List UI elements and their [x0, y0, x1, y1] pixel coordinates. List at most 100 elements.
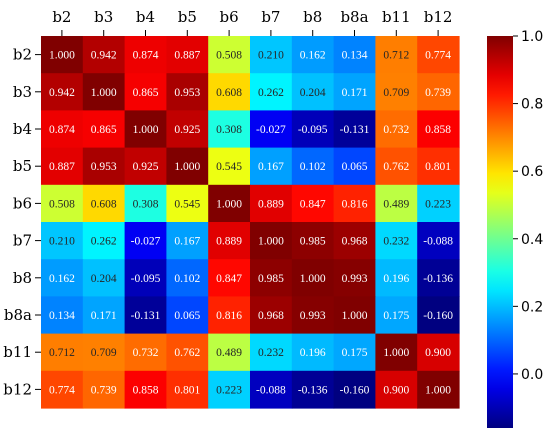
heatmap-cell — [208, 222, 251, 260]
heatmap-cell — [82, 184, 126, 223]
cell-value-label: 0.739 — [91, 384, 117, 396]
heatmap-cell — [208, 147, 251, 186]
heatmap-cell — [124, 370, 167, 409]
heatmap-cell — [82, 370, 126, 409]
heatmap-cell — [41, 110, 84, 149]
heatmap-cell — [250, 184, 293, 223]
heatmap-cell — [250, 36, 293, 74]
cell-value-label: -0.160 — [340, 384, 370, 396]
y-axis-ticks: b2 b3 b4 b5 b6 b7 b8 b8a b11 b12 — [3, 46, 41, 398]
cell-value-label: -0.027 — [256, 124, 286, 136]
cell-value-label: 0.162 — [300, 50, 326, 62]
x-tick-label: b6 — [220, 8, 239, 26]
cell-value-label: 0.232 — [258, 347, 284, 359]
cell-value-label: 0.889 — [216, 236, 242, 248]
heatmap-cell — [124, 184, 167, 223]
cell-value-label: 0.985 — [300, 236, 326, 248]
cell-value-label: 0.204 — [300, 87, 326, 99]
cell-value-label: 1.000 — [174, 161, 200, 173]
cell-value-label: 1.000 — [425, 384, 451, 396]
cell-value-label: 0.545 — [174, 198, 200, 210]
heatmap-cell — [417, 147, 460, 186]
heatmap-cell — [82, 259, 126, 297]
heatmap-cell — [124, 333, 167, 372]
heatmap-cell — [82, 110, 126, 149]
cell-value-label: 0.204 — [91, 273, 117, 285]
heatmap-cell — [82, 36, 126, 74]
cell-value-label: 0.985 — [258, 273, 284, 285]
heatmap-cell — [166, 110, 209, 149]
heatmap-cell — [208, 36, 251, 74]
heatmap-cell — [208, 73, 251, 111]
cell-value-label: 0.900 — [383, 384, 409, 396]
heatmap-cell — [417, 222, 460, 260]
heatmap-cell — [291, 36, 335, 74]
heatmap-cell — [333, 222, 376, 260]
y-tick-label: b6 — [13, 194, 32, 212]
heatmap-cell — [208, 184, 251, 223]
cell-value-label: 0.816 — [216, 310, 242, 322]
heatmap-cell — [291, 184, 335, 223]
x-tick-label: b3 — [94, 8, 113, 26]
cell-value-label: 0.508 — [216, 50, 242, 62]
heatmap-cell — [41, 259, 84, 297]
heatmap-cell — [333, 296, 376, 335]
heatmap-cell — [250, 333, 293, 372]
cell-value-label: 0.196 — [300, 347, 326, 359]
heatmap-cell — [82, 73, 126, 111]
heatmap-cell — [208, 296, 251, 335]
heatmap-cell — [41, 147, 84, 186]
heatmap-cell — [250, 370, 293, 409]
y-tick-label: b7 — [13, 232, 32, 250]
x-tick-label: b7 — [261, 8, 280, 26]
cell-value-label: 0.308 — [216, 124, 242, 136]
cell-value-label: 0.847 — [300, 198, 326, 210]
x-tick-label: b12 — [424, 8, 453, 26]
heatmap-cell — [41, 222, 84, 260]
heatmap-cell — [41, 370, 84, 409]
heatmap-cells: 1.000 0.942 0.874 0.887 0.508 0.210 0.162 0.134… — [41, 36, 460, 409]
heatmap-cell — [417, 36, 460, 74]
cell-value-label: 0.762 — [174, 347, 200, 359]
heatmap-cell — [41, 184, 84, 223]
heatmap-cell — [333, 333, 376, 372]
y-tick-label: b5 — [13, 157, 32, 175]
heatmap-cell — [375, 259, 418, 297]
cell-value-label: 0.065 — [342, 161, 368, 173]
heatmap-cell — [124, 73, 167, 111]
heatmap-cell — [333, 110, 376, 149]
cell-value-label: 0.925 — [174, 124, 200, 136]
cell-value-label: 0.874 — [49, 124, 75, 136]
colorbar-tick-label: 0.4 — [521, 232, 543, 248]
cell-value-label: 0.887 — [49, 161, 75, 173]
cell-value-label: 0.968 — [342, 236, 368, 248]
cell-value-label: 0.608 — [91, 198, 117, 210]
heatmap-cell — [41, 296, 84, 335]
cell-value-label: 1.000 — [91, 87, 117, 99]
cell-value-label: 0.968 — [258, 310, 284, 322]
cell-value-label: 0.858 — [425, 124, 451, 136]
cell-value-label: -0.095 — [131, 273, 161, 285]
heatmap-cell — [333, 36, 376, 74]
cell-value-label: 0.171 — [91, 310, 117, 322]
cell-value-label: -0.088 — [423, 236, 453, 248]
cell-value-label: 1.000 — [383, 347, 409, 359]
heatmap-cell — [166, 222, 209, 260]
heatmap-cell — [124, 296, 167, 335]
cell-value-label: -0.136 — [298, 384, 328, 396]
cell-value-label: 0.847 — [216, 273, 242, 285]
heatmap-cell — [208, 110, 251, 149]
heatmap-cell — [417, 370, 460, 409]
cell-value-label: 0.308 — [133, 198, 159, 210]
colorbar-tick-label: 0.0 — [521, 367, 543, 383]
heatmap-cell — [291, 296, 335, 335]
cell-value-label: 0.102 — [174, 273, 200, 285]
cell-value-label: -0.136 — [423, 273, 453, 285]
heatmap-cell — [333, 147, 376, 186]
y-tick-label: b4 — [13, 120, 32, 138]
colorbar-tick-label: 0.8 — [521, 97, 543, 113]
heatmap-cell — [291, 222, 335, 260]
y-tick-label: b11 — [3, 343, 32, 361]
cell-value-label: 0.801 — [425, 161, 451, 173]
cell-value-label: 0.993 — [342, 273, 368, 285]
